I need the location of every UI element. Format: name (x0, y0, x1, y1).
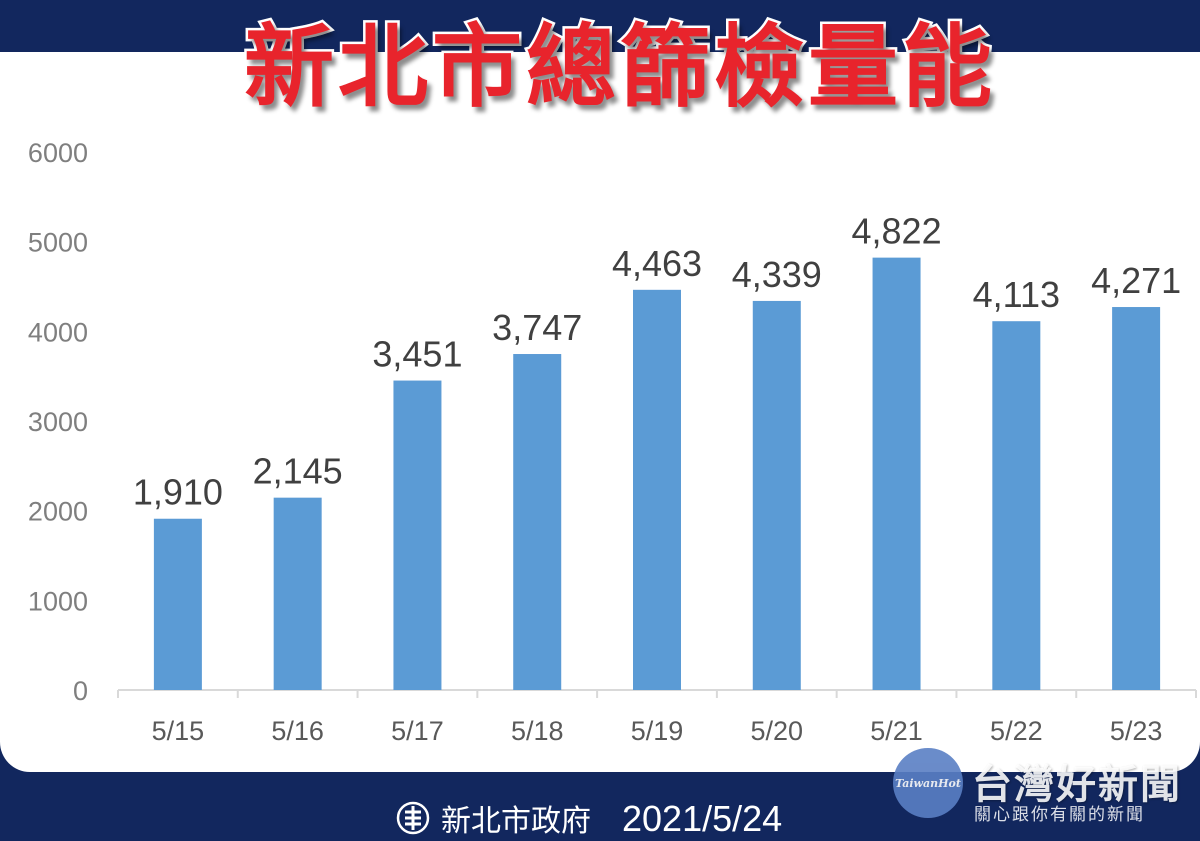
x-tick-label: 5/15 (152, 716, 205, 746)
bar-5-18 (513, 354, 562, 690)
x-tick-label: 5/20 (750, 716, 803, 746)
y-tick-label: 6000 (28, 138, 88, 168)
bar-5-21 (872, 257, 921, 690)
y-tick-label: 4000 (28, 317, 88, 347)
data-label: 3,451 (372, 334, 462, 375)
y-tick-label: 3000 (28, 407, 88, 437)
x-tick-label: 5/18 (511, 716, 564, 746)
x-tick-label: 5/16 (271, 716, 324, 746)
bar-5-19 (633, 289, 681, 690)
y-axis-ticks: 0 1000 2000 3000 4000 5000 6000 (28, 138, 88, 706)
new-taipei-logo-icon (396, 801, 430, 835)
data-labels: 1,910 2,145 3,451 3,747 4,463 4,339 4,822 4,113… (133, 211, 1181, 513)
data-label: 2,145 (253, 451, 343, 492)
watermark-name: 台灣好新聞 (972, 762, 1182, 808)
chart-title: 新北市總篩檢量能 (242, 13, 996, 123)
watermark-logo: TaiwanHot (893, 748, 963, 818)
bar-5-16 (273, 497, 322, 690)
data-label: 3,747 (492, 307, 582, 348)
y-tick-label: 5000 (28, 228, 88, 258)
x-tick-label: 5/19 (631, 716, 684, 746)
x-axis-labels: 5/15 5/16 5/17 5/18 5/19 5/20 5/21 5/22 5/23 (152, 716, 1163, 746)
watermark-logo-text: TaiwanHot (895, 776, 961, 790)
footer-organization: 新北市政府 (395, 796, 591, 840)
bar-5-15 (153, 518, 202, 690)
y-tick-label: 0 (73, 676, 88, 706)
y-tick-label: 2000 (28, 497, 88, 527)
bars (153, 257, 1161, 690)
x-tick-label: 5/21 (870, 716, 923, 746)
x-tick-label: 5/17 (391, 716, 444, 746)
y-tick-label: 1000 (28, 586, 88, 616)
watermark-slogan: 關心跟你有關的新聞 (974, 805, 1145, 825)
bar-5-17 (393, 380, 442, 690)
x-tick-label: 5/23 (1110, 716, 1163, 746)
data-label: 4,339 (732, 254, 822, 295)
x-axis-tickmarks (117, 690, 1197, 698)
bar-5-22 (992, 321, 1041, 690)
bar-5-23 (1112, 307, 1161, 690)
data-label: 4,463 (612, 243, 702, 284)
footer-date: 2021/5/24 (622, 798, 783, 839)
data-label: 4,113 (973, 274, 1060, 315)
bar-5-20 (752, 300, 801, 690)
x-tick-label: 5/22 (990, 716, 1043, 746)
data-label: 1,910 (133, 472, 223, 513)
data-label: 4,271 (1091, 260, 1181, 301)
data-label: 4,822 (852, 211, 942, 252)
organization-name: 新北市政府 (441, 804, 591, 839)
